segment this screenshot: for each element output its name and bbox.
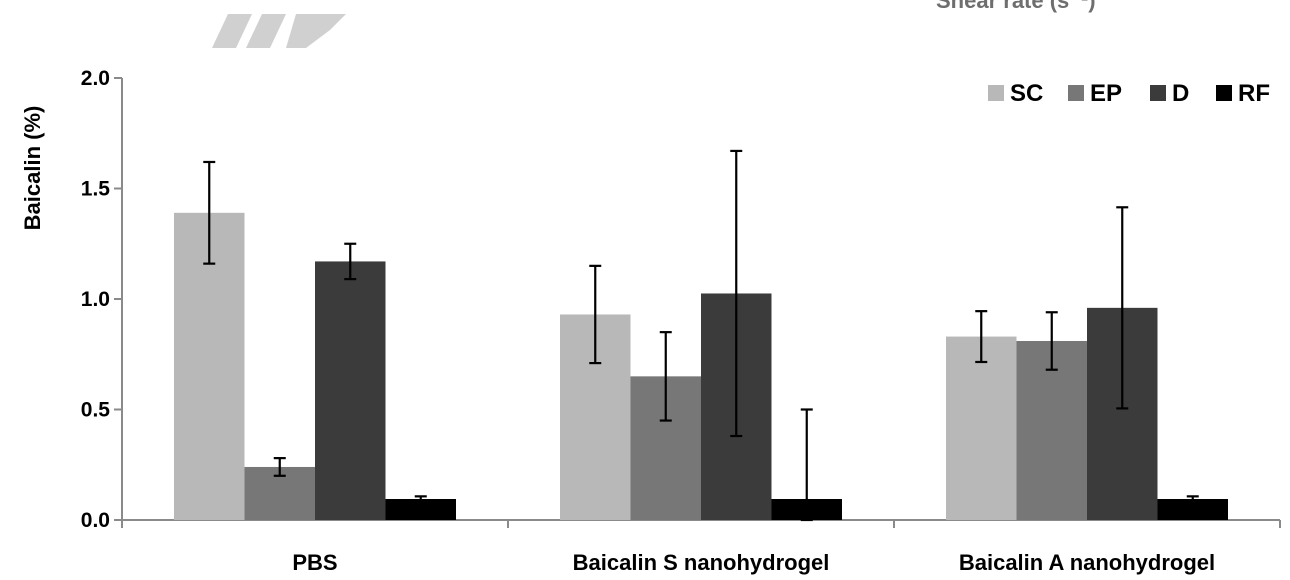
y-axis-title: Baicalin (%): [20, 106, 45, 231]
error-bar-ep: [659, 331, 672, 422]
legend-label: RF: [1238, 80, 1270, 107]
y-tick-label: 2.0: [81, 67, 110, 90]
category-label: PBS: [292, 550, 337, 575]
legend-swatch: [988, 85, 1004, 101]
error-bar-rf: [1186, 495, 1199, 503]
legend-item-rf: RF: [1216, 80, 1270, 107]
bar-d: [315, 261, 386, 520]
legend-label: SC: [1010, 80, 1043, 107]
error-bar-d: [344, 242, 357, 281]
y-tick-label: 0.5: [81, 399, 111, 422]
legend-item-d: D: [1150, 80, 1189, 107]
error-bar-sc: [203, 160, 216, 265]
error-bar-d: [1116, 206, 1129, 410]
bar-rf: [1157, 499, 1228, 520]
legend-label: EP: [1090, 80, 1122, 107]
legend-item-ep: EP: [1068, 80, 1122, 107]
bar-sc: [946, 336, 1017, 520]
legend-item-sc: SC: [988, 80, 1043, 107]
bar-rf: [385, 499, 456, 520]
legend: SC EP D RF: [988, 80, 1270, 107]
legend-swatch: [1068, 85, 1084, 101]
bar-ep: [1016, 340, 1087, 520]
y-tick-label: 0.0: [81, 509, 110, 532]
error-bars: [203, 149, 1199, 522]
error-bar-sc: [589, 264, 602, 365]
category-label: Baicalin S nanohydrogel: [573, 550, 830, 575]
category-label: Baicalin A nanohydrogel: [959, 550, 1215, 575]
clipped-axis-title: Shear rate (s⁻¹): [936, 0, 1096, 13]
y-tick-label: 1.5: [81, 178, 111, 201]
error-bar-ep: [273, 457, 286, 477]
category-labels: PBS Baicalin S nanohydrogel Baicalin A nan…: [292, 550, 1215, 575]
error-bar-rf: [414, 495, 427, 503]
clipped-arrow-shape: [212, 14, 346, 48]
error-bar-rf: [800, 408, 813, 522]
bars: [174, 212, 1228, 520]
legend-swatch: [1216, 85, 1232, 101]
y-tick-label: 1.0: [81, 288, 110, 311]
error-bar-sc: [975, 310, 988, 364]
legend-label: D: [1172, 80, 1189, 107]
error-bar-d: [730, 149, 743, 438]
error-bar-ep: [1045, 311, 1058, 371]
top-figure-fragment: Shear rate (s⁻¹): [212, 0, 1096, 48]
legend-swatch: [1150, 85, 1166, 101]
